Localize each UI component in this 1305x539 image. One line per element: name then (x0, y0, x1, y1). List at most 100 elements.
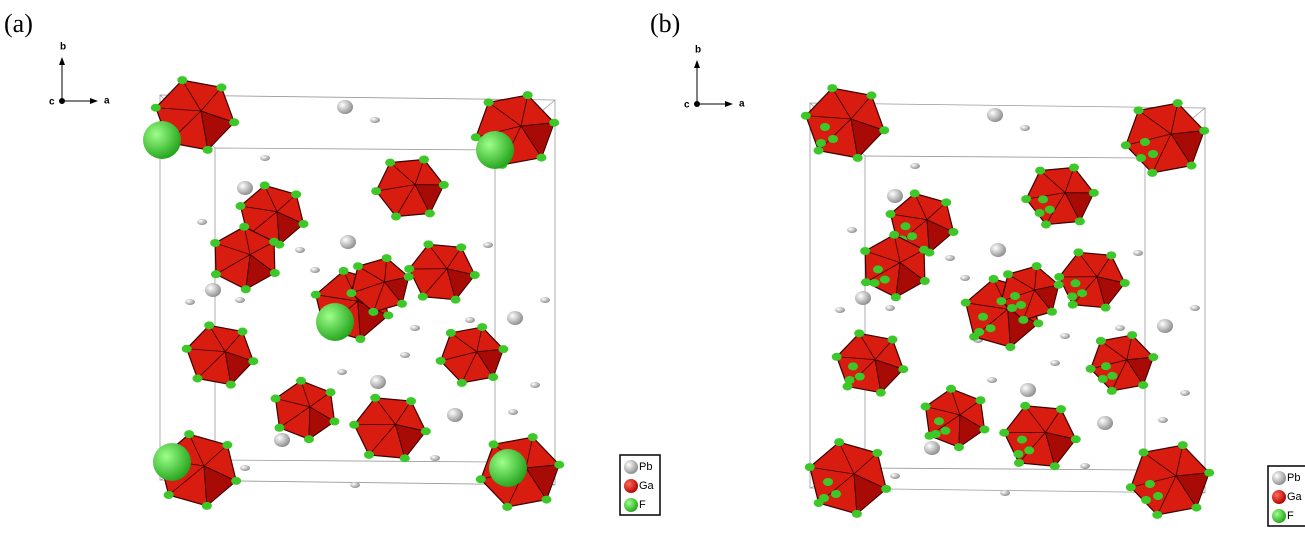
f-atom (349, 421, 359, 429)
f-atom (238, 328, 248, 336)
f-atom (192, 374, 202, 382)
f-atom (241, 285, 251, 293)
pb-atom (1080, 463, 1090, 469)
pb-atom (483, 242, 493, 248)
panel-a: (a)bacPbGaF (4, 9, 660, 515)
f-atom (1138, 381, 1148, 389)
f-atom (1005, 343, 1015, 351)
f-atom (801, 112, 811, 120)
pb-atom (1000, 490, 1010, 496)
f-atom (554, 461, 564, 469)
f-atom (404, 265, 414, 273)
f-atom (876, 389, 886, 397)
pb-atom (835, 307, 845, 313)
f-atom (881, 485, 891, 493)
f-atom (974, 328, 984, 336)
f-atom (1073, 248, 1083, 256)
f-atom (1047, 308, 1057, 316)
legend-label: F (1287, 510, 1294, 522)
f-atom (898, 365, 908, 373)
f-atom (961, 299, 971, 307)
arrow-head (725, 101, 733, 107)
f-atom (528, 433, 538, 441)
f-atom (1068, 301, 1078, 309)
f-atom (1191, 504, 1201, 512)
pb-atom (1050, 360, 1060, 366)
legend-swatch (1272, 471, 1286, 485)
pb-atom (1060, 333, 1070, 339)
f-atom (1139, 448, 1149, 456)
pb-atom (1158, 417, 1168, 423)
arrow-head (90, 98, 98, 104)
f-atom (979, 425, 989, 433)
f-atom (805, 463, 815, 471)
octahedron (409, 244, 475, 299)
f-atom (222, 441, 232, 449)
f-atom (1032, 262, 1042, 270)
f-atom (1020, 402, 1030, 410)
f-atom (291, 190, 301, 198)
pb-atom (890, 473, 900, 479)
octahedron (354, 398, 426, 458)
axis-dot (694, 101, 700, 107)
f-atom-large (143, 121, 181, 159)
pb-atom (197, 219, 207, 225)
f-atom (976, 396, 986, 404)
f-atom (476, 475, 486, 483)
pb-atom (1180, 390, 1190, 396)
pb-atom (370, 117, 380, 123)
f-atom (910, 189, 920, 197)
panel-label: (b) (650, 9, 680, 38)
f-atom (907, 232, 917, 240)
f-atom (1126, 483, 1136, 491)
pb-atom (400, 352, 410, 358)
pb-atom (508, 409, 518, 415)
pb-atom (350, 482, 360, 488)
f-atom (1069, 163, 1079, 171)
f-atom (177, 76, 187, 84)
f-atom (1204, 469, 1214, 477)
f-atom (1024, 446, 1034, 454)
f-atom (210, 239, 220, 247)
f-atom (164, 491, 174, 499)
f-atom (382, 254, 392, 262)
f-atom (1098, 375, 1108, 383)
pb-atom (530, 382, 540, 388)
f-atom (1173, 99, 1183, 107)
f-atom (1017, 436, 1027, 444)
f-atom (536, 154, 546, 162)
f-atom (1148, 150, 1158, 158)
f-atom (1127, 331, 1137, 339)
pb-atom (240, 465, 250, 471)
pb-atom (887, 189, 903, 203)
f-atom (523, 91, 533, 99)
axis-label: b (60, 42, 66, 53)
pb-atom (1020, 383, 1036, 397)
pb-atom (990, 243, 1006, 257)
f-atom (311, 291, 321, 299)
f-atom (235, 202, 245, 210)
f-atom (397, 300, 407, 308)
f-atom (986, 324, 996, 332)
f-atom (421, 427, 431, 435)
f-atom (353, 262, 363, 270)
f-atom (946, 385, 956, 393)
f-atom (1075, 217, 1085, 225)
octahedron (1004, 406, 1076, 466)
f-atom (370, 394, 380, 402)
f-atom (1067, 293, 1077, 301)
f-atom (436, 357, 446, 365)
f-atom (229, 118, 239, 126)
f-atom (1152, 511, 1162, 519)
f-atom (1071, 279, 1081, 287)
pb-atom (410, 325, 420, 331)
f-atom (832, 353, 842, 361)
f-atom (451, 296, 461, 304)
pb-atom (960, 275, 970, 281)
f-atom (304, 435, 314, 443)
f-atom (954, 443, 964, 451)
f-atom (541, 496, 551, 504)
f-atom (1107, 372, 1117, 380)
f-atom (151, 104, 161, 112)
f-atom (418, 293, 428, 301)
